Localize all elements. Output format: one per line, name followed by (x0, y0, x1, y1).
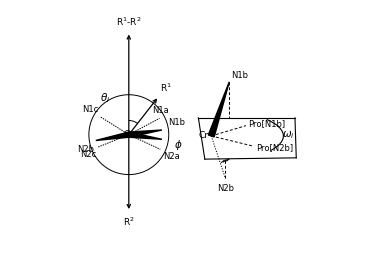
Text: $\theta_i$: $\theta_i$ (100, 92, 111, 105)
Text: Pro[N2b]: Pro[N2b] (256, 143, 293, 152)
Text: $\phi$: $\phi$ (174, 138, 182, 152)
Text: N2b: N2b (77, 145, 95, 154)
Text: R$^1$-R$^2$: R$^1$-R$^2$ (116, 15, 142, 28)
Text: N1a: N1a (152, 106, 169, 115)
Text: R$^1$: R$^1$ (160, 81, 172, 93)
Text: N1b: N1b (231, 71, 248, 80)
Text: R$^2$: R$^2$ (123, 216, 135, 228)
Text: Pro[N1b]: Pro[N1b] (248, 119, 285, 128)
Text: $\omega_i$: $\omega_i$ (282, 129, 295, 141)
Text: Cr: Cr (124, 130, 134, 139)
Text: N1b: N1b (168, 118, 185, 127)
Text: N1c: N1c (82, 105, 98, 114)
Text: N2a: N2a (163, 152, 180, 161)
Polygon shape (96, 132, 129, 140)
Polygon shape (128, 130, 162, 137)
Text: N2c: N2c (80, 150, 96, 159)
Text: Cr: Cr (198, 131, 208, 140)
Polygon shape (209, 82, 229, 137)
Polygon shape (128, 132, 162, 139)
Text: N2b: N2b (217, 184, 234, 193)
